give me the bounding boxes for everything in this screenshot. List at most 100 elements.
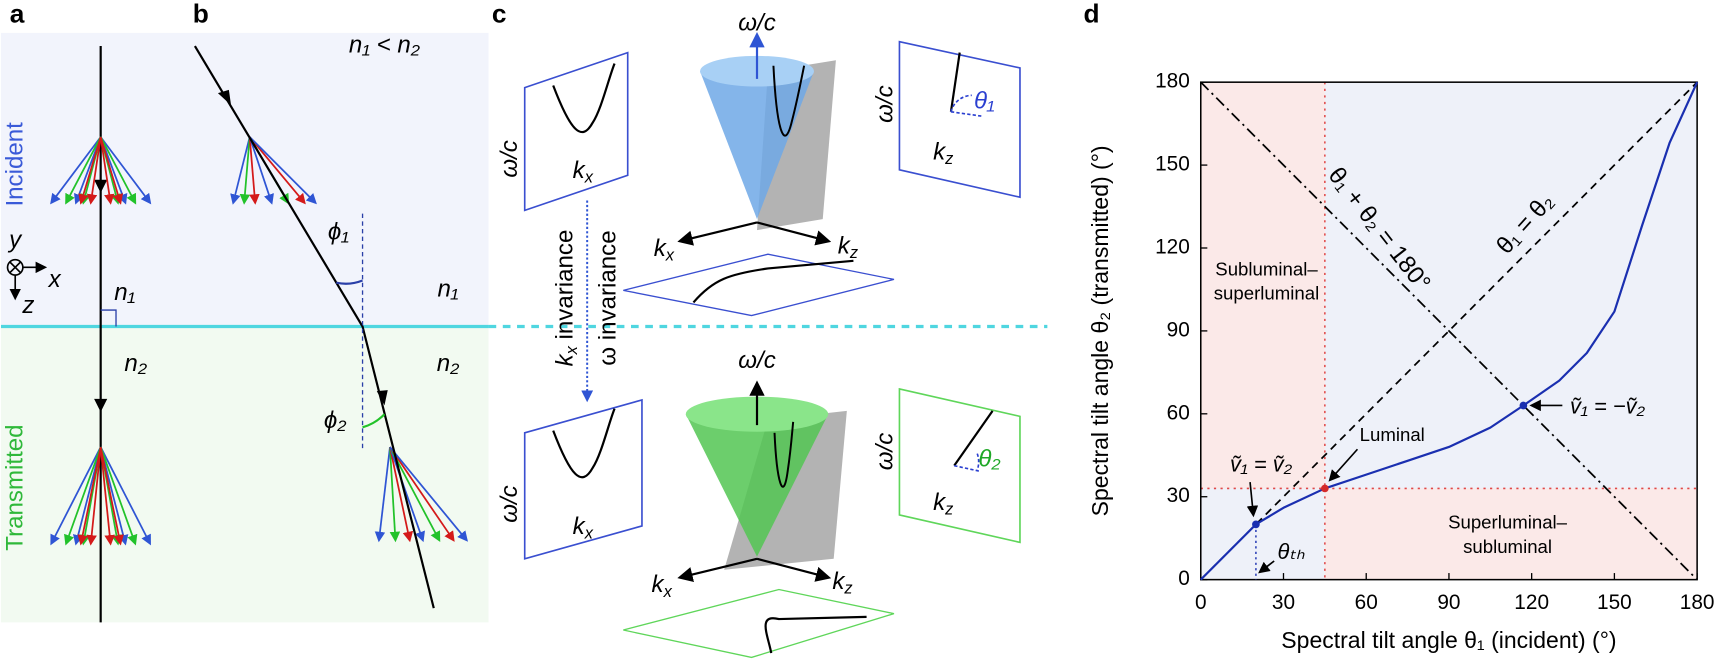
spectral-ray <box>248 136 274 205</box>
spectral-ray <box>86 446 102 546</box>
y-axis-icon <box>9 261 22 274</box>
transmitted-label: Transmitted <box>2 424 29 550</box>
dispersion-curve <box>953 410 994 467</box>
point-label: Luminal <box>1360 424 1425 445</box>
panel-c-text: ω/c ω/c ω/c ω/c ω/c ω/c kx kx kx kx kz k… <box>496 9 1001 601</box>
spectral-ray <box>78 136 102 205</box>
projection-frame <box>898 387 1021 544</box>
angle-arc <box>950 94 982 117</box>
axis-label: z <box>21 292 34 319</box>
region-label: superluminal <box>1214 283 1320 304</box>
spectral-ray <box>389 446 414 543</box>
x-tick-label: 30 <box>1272 591 1295 614</box>
panel-label: d <box>1084 0 1100 28</box>
right-angle <box>100 309 117 327</box>
spectral-ray <box>65 136 102 205</box>
projection-frame <box>898 40 1021 199</box>
spectral-ray <box>50 446 102 546</box>
condition-label: n₁ < n₂ <box>349 31 420 58</box>
axis-label: kx <box>654 235 675 265</box>
spectral-ray <box>389 446 441 543</box>
annotation-arrow <box>1328 448 1359 482</box>
dispersion-curve <box>552 63 616 134</box>
spectral-ray <box>374 446 391 543</box>
spectral-ray <box>389 446 401 543</box>
x-tick-label: 90 <box>1437 591 1460 614</box>
dispersion-curve <box>949 52 961 112</box>
region-label: subluminal <box>1463 536 1552 557</box>
x-axis-label: Spectral tilt angle θ₁ (incident) (°) <box>1281 627 1616 653</box>
invariance-label: ω invariance <box>594 230 621 365</box>
spectral-ray <box>50 136 102 205</box>
x-tick-label: 180 <box>1680 591 1715 614</box>
light-cone <box>700 71 814 220</box>
axis-label: kz <box>838 233 858 263</box>
spectral-ray <box>239 136 251 205</box>
reference-line <box>1200 81 1698 581</box>
x-tick-label: 0 <box>1195 591 1207 614</box>
axis <box>756 221 832 246</box>
angle-label: ϕ₁ <box>328 219 349 246</box>
spectral-ray <box>99 136 137 205</box>
spectral-ray <box>389 446 455 542</box>
index-label: n₂ <box>124 350 147 377</box>
axis-label: kx <box>573 513 594 543</box>
spectral-ray <box>230 136 251 205</box>
ray <box>193 45 435 609</box>
index-label: n₂ <box>437 350 460 377</box>
spectral-ray <box>248 136 260 205</box>
x-tick-label: 150 <box>1597 591 1632 614</box>
projection-frame <box>523 398 643 560</box>
dispersion-curve <box>552 408 616 479</box>
panel-label: b <box>193 0 209 28</box>
light-cone <box>685 414 829 557</box>
axis <box>677 221 758 246</box>
y-axis-label: Spectral tilt angle θ₂ (transmitted) (°) <box>1087 145 1113 516</box>
region-label: Subluminal– <box>1215 259 1318 280</box>
spectral-ray <box>99 136 115 205</box>
panel-ab: a b c d Incident Transmitted y x z n₁ n₂… <box>0 0 1100 623</box>
y-tick-label: 90 <box>1167 318 1190 341</box>
axis-label: x <box>48 266 62 293</box>
x-tick-label: 60 <box>1355 591 1378 614</box>
invariance-label: kx invariance <box>552 230 582 367</box>
panel-c <box>523 31 1021 659</box>
spectral-ray <box>77 446 102 546</box>
y-tick-label: 150 <box>1155 153 1190 176</box>
angle-arc <box>362 413 386 429</box>
marker-point <box>1519 401 1528 410</box>
dispersion-curve <box>692 259 854 304</box>
axis-label: kz <box>933 139 953 169</box>
axis-label: kz <box>832 568 852 598</box>
intersection-curve <box>772 65 806 137</box>
angle-label: θ₂ <box>978 446 1000 473</box>
spectral-ray <box>86 136 102 205</box>
point-label: ṽ₁ = ṽ₂ <box>1230 451 1293 476</box>
index-label: n₁ <box>438 276 459 303</box>
projection-frame <box>623 253 895 317</box>
transmitted-medium <box>0 326 489 623</box>
axis-label: kx <box>573 157 594 187</box>
axis <box>756 557 832 582</box>
axis-label: kz <box>933 489 953 519</box>
angle-label: ϕ₂ <box>324 407 347 434</box>
y-tick-label: 180 <box>1155 70 1190 93</box>
annotation-arrow <box>1258 560 1275 574</box>
spectral-ray <box>99 136 152 205</box>
region <box>1324 82 1698 489</box>
axis-label: ω/c <box>872 85 899 123</box>
axis-label: ω/c <box>738 347 776 374</box>
marker-point <box>1321 484 1329 493</box>
axis-label: ω/c <box>738 9 776 36</box>
angle-arc <box>954 453 980 472</box>
region-label: Superluminal– <box>1448 512 1568 533</box>
projection-frame <box>523 51 629 212</box>
spectral-ray <box>64 446 102 546</box>
axis-label: ω/c <box>496 140 523 178</box>
panel-label: a <box>10 0 25 28</box>
threshold-label: θₜₕ <box>1277 539 1304 564</box>
spectral-ray <box>99 446 151 546</box>
spectral-ray <box>99 446 115 546</box>
point-label: ṽ₁ = −ṽ₂ <box>1570 393 1646 418</box>
